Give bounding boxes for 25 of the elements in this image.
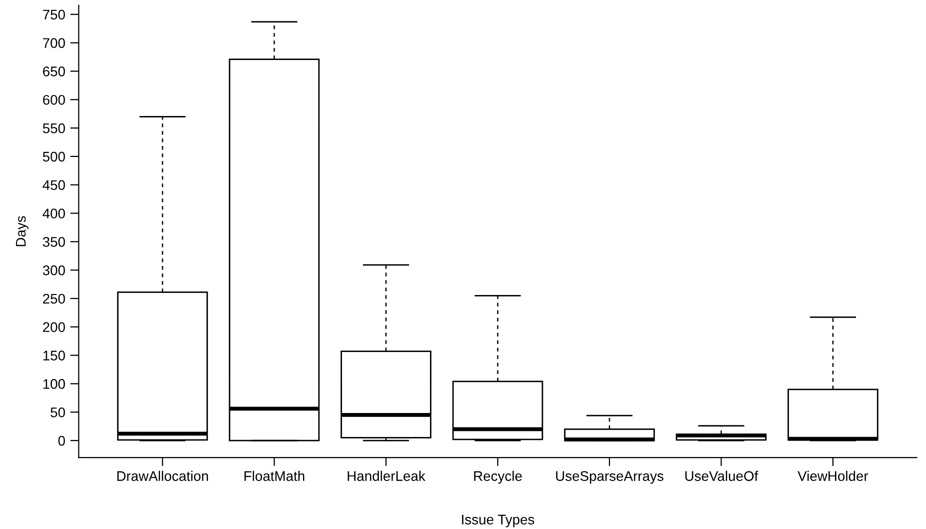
x-tick-label: FloatMath: [244, 470, 304, 481]
y-tick-label: 250: [43, 294, 65, 304]
y-axis-title: Days: [16, 216, 28, 246]
y-tick-label: 700: [43, 38, 65, 48]
y-tick-label: 450: [42, 180, 65, 190]
y-tick-label: 0: [58, 436, 65, 446]
x-tick-label: DrawAllocation: [117, 470, 208, 481]
x-tick-label: HandlerLeak: [348, 470, 426, 481]
y-tick-label: 400: [42, 208, 65, 218]
y-tick-label: 350: [42, 237, 65, 247]
x-tick-label: UseSparseArrays: [556, 471, 664, 484]
y-tick-label: 200: [43, 322, 65, 332]
x-tick-label: UseValueOf: [685, 470, 758, 481]
y-tick-label: 500: [42, 152, 65, 162]
y-tick-label: 550: [42, 123, 65, 134]
x-tick-label: ViewHolder: [798, 470, 868, 481]
y-tick-label: 100: [43, 379, 65, 389]
x-tick-label: Recycle: [474, 470, 522, 484]
y-tick-label: 650: [43, 66, 65, 76]
y-tick-label: 50: [50, 407, 65, 418]
x-axis-title: Issue Types: [462, 514, 534, 528]
y-tick-label: 750: [43, 10, 65, 20]
y-tick-label: 600: [43, 94, 65, 105]
y-tick-label: 300: [42, 265, 65, 276]
y-tick-label: 150: [43, 350, 65, 360]
